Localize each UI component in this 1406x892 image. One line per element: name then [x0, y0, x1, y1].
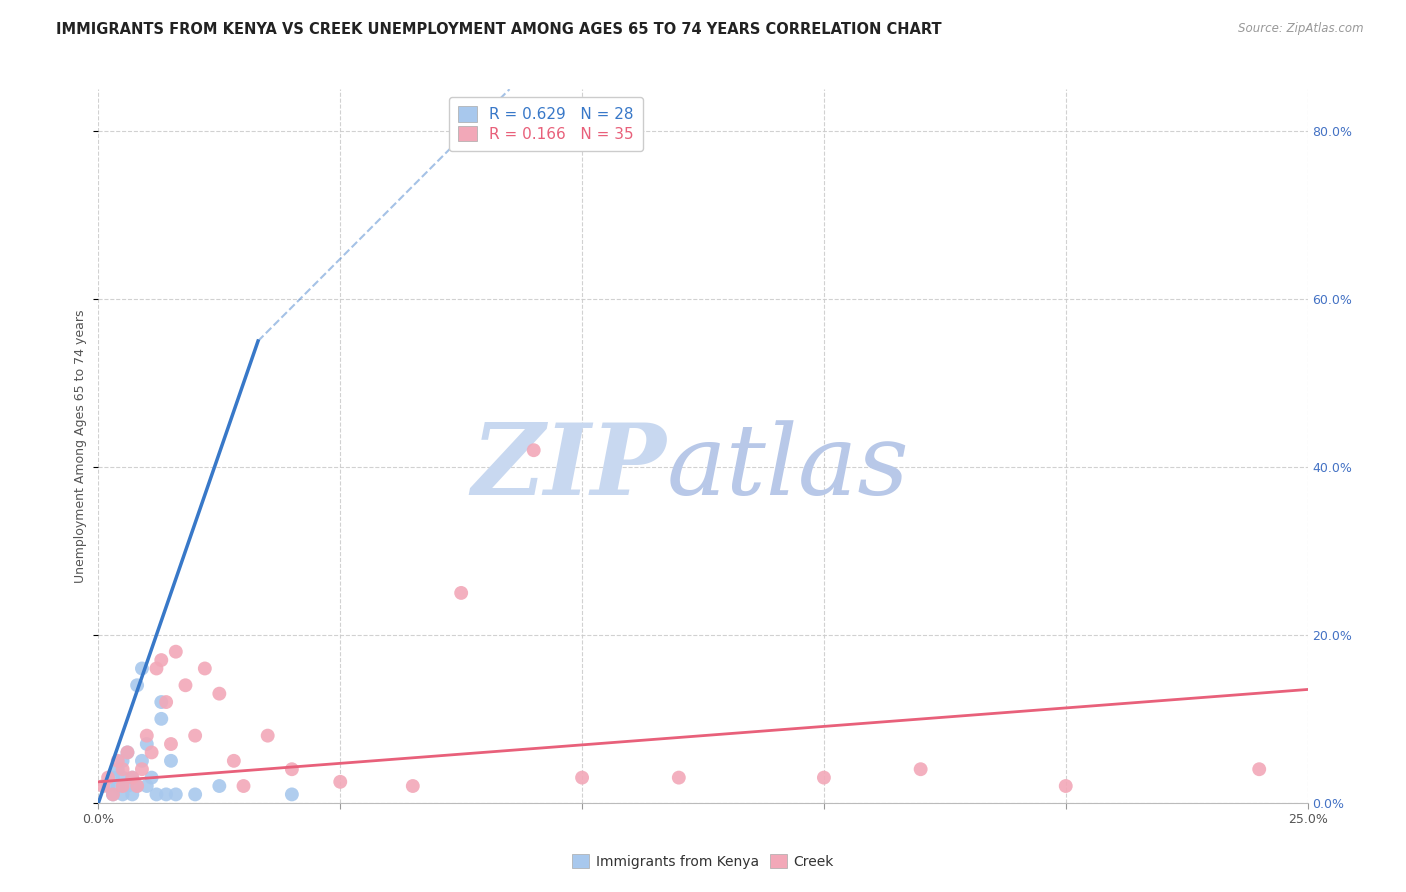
Point: [111, 754, 134, 768]
Point: [150, 653, 173, 667]
Point: [141, 746, 163, 760]
Point: [117, 779, 139, 793]
Point: [174, 678, 197, 692]
Point: [160, 737, 183, 751]
Point: [208, 687, 231, 701]
Point: [256, 729, 278, 743]
Point: [121, 788, 143, 802]
Point: [111, 762, 134, 776]
Point: [155, 695, 177, 709]
Point: [131, 762, 153, 776]
Point: [184, 729, 207, 743]
Point: [141, 771, 163, 785]
Legend: Immigrants from Kenya, Creek: Immigrants from Kenya, Creek: [567, 848, 839, 874]
Text: IMMIGRANTS FROM KENYA VS CREEK UNEMPLOYMENT AMONG AGES 65 TO 74 YEARS CORRELATIO: IMMIGRANTS FROM KENYA VS CREEK UNEMPLOYM…: [56, 22, 942, 37]
Point: [101, 788, 124, 802]
Point: [184, 788, 207, 802]
Point: [97, 771, 120, 785]
Point: [107, 779, 129, 793]
Point: [232, 779, 254, 793]
Point: [208, 779, 231, 793]
Y-axis label: Unemployment Among Ages 65 to 74 years: Unemployment Among Ages 65 to 74 years: [73, 310, 87, 582]
Point: [145, 661, 167, 675]
Point: [135, 729, 157, 743]
Point: [155, 788, 177, 802]
Point: [165, 645, 187, 659]
Point: [165, 788, 187, 802]
Point: [127, 779, 149, 793]
Point: [813, 771, 835, 785]
Point: [910, 762, 932, 776]
Point: [150, 695, 173, 709]
Point: [117, 746, 139, 760]
Point: [111, 779, 134, 793]
Point: [111, 771, 134, 785]
Point: [450, 586, 472, 600]
Point: [121, 771, 143, 785]
Point: [1249, 762, 1271, 776]
Point: [135, 737, 157, 751]
Point: [127, 779, 149, 793]
Point: [101, 788, 124, 802]
Point: [131, 754, 153, 768]
Point: [668, 771, 690, 785]
Text: Source: ZipAtlas.com: Source: ZipAtlas.com: [1239, 22, 1364, 36]
Point: [523, 443, 546, 458]
Point: [1054, 779, 1077, 793]
Point: [145, 788, 167, 802]
Point: [194, 661, 217, 675]
Point: [107, 754, 129, 768]
Text: ZIP: ZIP: [472, 419, 666, 516]
Point: [281, 788, 304, 802]
Point: [111, 788, 134, 802]
Point: [281, 762, 304, 776]
Point: [222, 754, 245, 768]
Point: [97, 779, 120, 793]
Point: [402, 779, 425, 793]
Point: [131, 661, 153, 675]
Point: [121, 771, 143, 785]
Point: [101, 771, 124, 785]
Text: atlas: atlas: [666, 420, 910, 515]
Point: [571, 771, 593, 785]
Point: [329, 774, 352, 789]
Point: [117, 746, 139, 760]
Point: [150, 712, 173, 726]
Point: [160, 754, 183, 768]
Point: [135, 779, 157, 793]
Point: [91, 779, 114, 793]
Point: [127, 678, 149, 692]
Point: [107, 762, 129, 776]
